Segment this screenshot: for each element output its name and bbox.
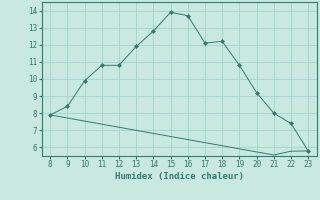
X-axis label: Humidex (Indice chaleur): Humidex (Indice chaleur): [115, 172, 244, 181]
